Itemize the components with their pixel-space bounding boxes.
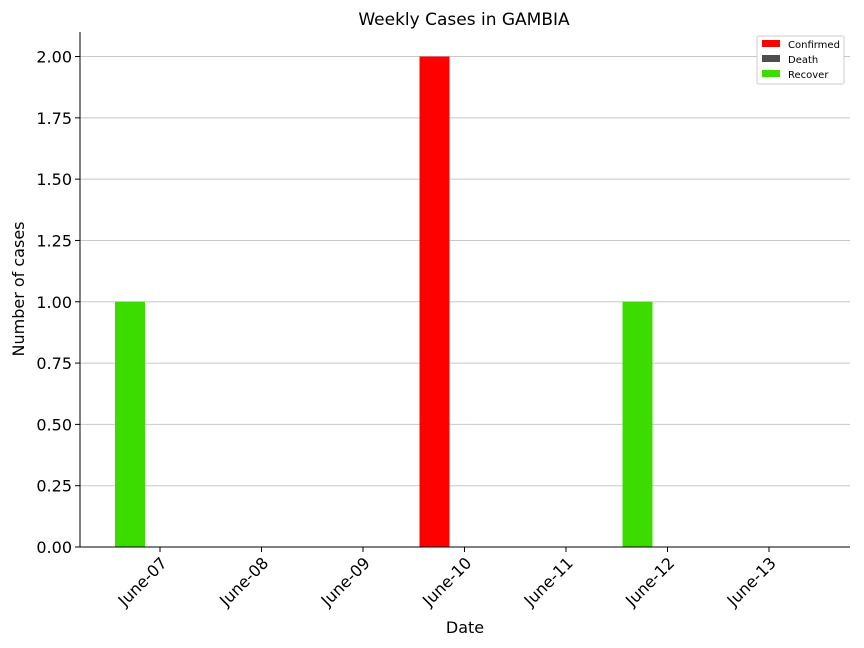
bar-recover-june-12 (622, 301, 653, 547)
y-tick-label: 1.25 (36, 231, 72, 250)
grid-lines (80, 56, 850, 487)
x-tick-label: June-08 (215, 553, 272, 610)
bars (115, 56, 653, 548)
x-tick-label: June-12 (621, 553, 678, 610)
legend-swatch-confirmed (762, 40, 780, 47)
bar-recover-june-07 (115, 301, 145, 547)
y-tick-label: 2.00 (36, 48, 72, 67)
x-tick-label: June-07 (114, 553, 171, 610)
x-tick-label: June-10 (418, 553, 475, 610)
legend-label-recover: Recover (788, 70, 829, 81)
x-tick-label: June-11 (520, 553, 577, 610)
x-tick-label: June-13 (723, 553, 780, 610)
bar-confirmed-june-10 (419, 56, 450, 548)
y-tick-label: 0.25 (36, 477, 72, 496)
y-ticks: 0.00 0.25 0.50 0.75 1.00 1.25 1.50 1.75 2.00 (36, 48, 80, 557)
legend-label-death: Death (788, 55, 818, 66)
x-axis-label: Date (446, 618, 484, 637)
legend-swatch-death (762, 55, 780, 62)
x-ticks: June-07 June-08 June-09 June-10 June-11 June-… (114, 547, 780, 611)
legend-label-confirmed: Confirmed (788, 40, 840, 51)
y-tick-label: 0.00 (36, 538, 72, 557)
legend-swatch-recover (762, 70, 780, 77)
x-tick-label: June-09 (317, 553, 374, 610)
y-tick-label: 1.75 (36, 109, 72, 128)
y-tick-label: 1.50 (36, 170, 72, 189)
y-axis-label: Number of cases (9, 222, 28, 357)
y-tick-label: 0.75 (36, 354, 72, 373)
chart-title: Weekly Cases in GAMBIA (358, 10, 570, 30)
legend: Confirmed Death Recover (756, 35, 845, 85)
axes (79, 32, 850, 548)
y-tick-label: 1.00 (36, 293, 72, 312)
y-tick-label: 0.50 (36, 415, 72, 434)
